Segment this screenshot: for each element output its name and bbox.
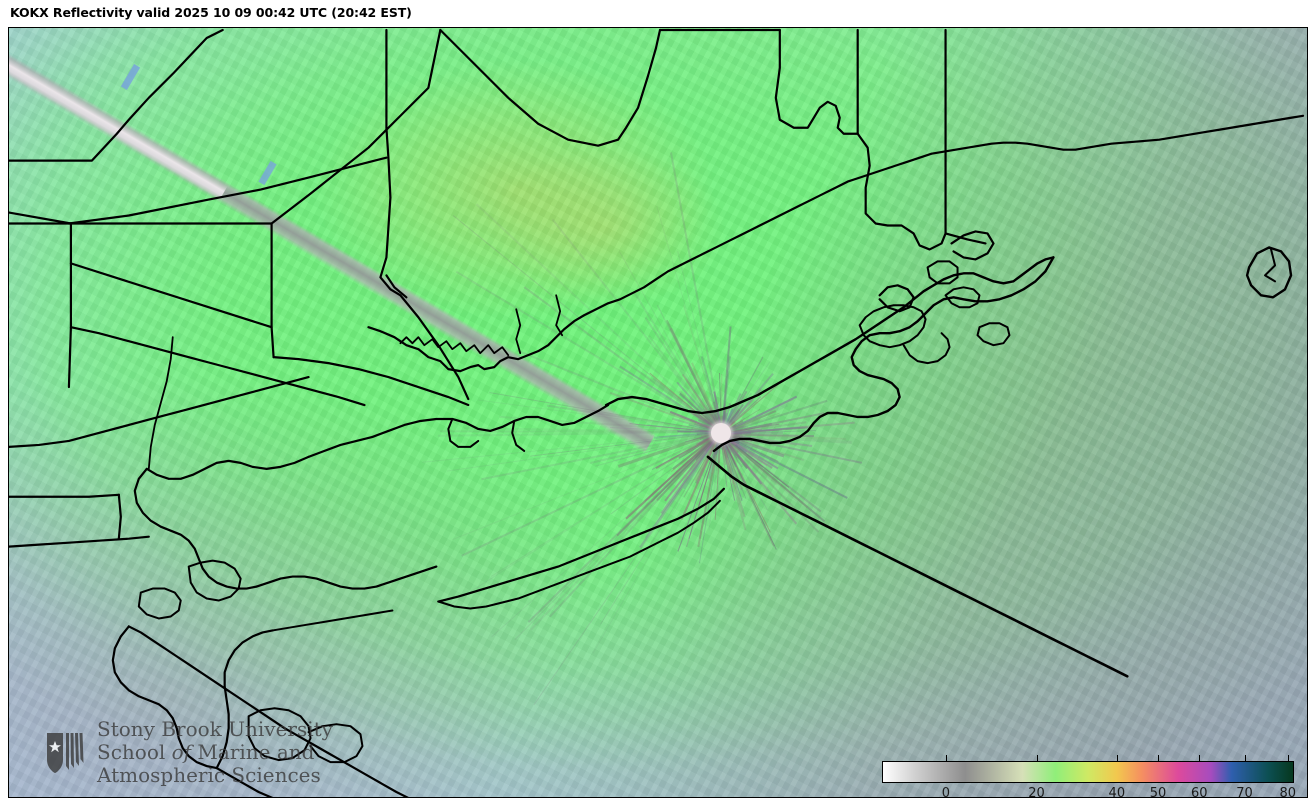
colorbar-tick-label: 80 <box>1279 786 1297 798</box>
coastline <box>137 587 182 620</box>
colorbar-tick <box>1116 755 1118 762</box>
coastline <box>858 304 927 349</box>
coastline <box>555 294 564 337</box>
coastline <box>447 417 480 448</box>
coastline <box>307 403 610 458</box>
coastline <box>950 230 995 261</box>
coastline <box>367 114 1305 373</box>
radar-map-canvas: Stony Brook University School of Marine … <box>9 28 1307 797</box>
border-line <box>9 222 73 389</box>
coastline <box>706 455 1129 678</box>
border-line <box>270 28 442 225</box>
border-line <box>9 211 73 225</box>
border-line <box>379 156 470 401</box>
coastline <box>1245 246 1293 299</box>
radar-site-marker[interactable] <box>711 423 731 443</box>
watermark-line-2-b: Marine and <box>191 740 315 764</box>
colorbar-tick <box>1158 755 1160 762</box>
coastline <box>133 467 258 590</box>
radar-map-frame[interactable]: Stony Brook University School of Marine … <box>8 27 1308 798</box>
border-line <box>944 232 987 245</box>
coastline <box>511 419 526 452</box>
border-line <box>117 493 122 540</box>
map-vector-overlay <box>9 28 1307 797</box>
coastline <box>902 332 951 365</box>
border-line <box>385 28 390 159</box>
border-line <box>9 535 150 548</box>
coastline <box>399 336 510 357</box>
colorbar-tick <box>1036 755 1038 762</box>
watermark-line-2: School of Marine and <box>97 741 333 764</box>
coastline <box>712 256 1055 453</box>
coastline <box>926 260 959 285</box>
colorbar-tick <box>1199 755 1201 762</box>
watermark-line-2-a: School <box>97 740 172 764</box>
watermark-line-1: Stony Brook University <box>97 717 333 741</box>
colorbar-tick-label: 40 <box>1108 786 1126 798</box>
border-line <box>272 356 470 407</box>
coastline <box>437 499 721 610</box>
shield-logo-icon <box>47 732 84 773</box>
coastline <box>215 629 274 770</box>
colorbar-tick-label: 60 <box>1190 786 1208 798</box>
border-line <box>270 222 275 359</box>
border-line <box>9 375 310 449</box>
colorbar-tick <box>1287 755 1289 762</box>
page-title: KOKX Reflectivity valid 2025 10 09 00:42… <box>10 5 412 20</box>
coastline <box>147 336 174 470</box>
border-line <box>774 28 859 135</box>
coastline <box>944 286 981 309</box>
colorbar-tick-label: 20 <box>1028 786 1045 798</box>
coastline <box>1264 248 1277 283</box>
coastline <box>127 625 286 730</box>
border-line <box>856 28 947 251</box>
coastline <box>271 609 394 632</box>
border-line <box>9 28 224 162</box>
coastline <box>515 308 522 355</box>
watermark-line-2-italic: of <box>171 740 192 764</box>
colorbar-tick-label: 50 <box>1149 786 1167 798</box>
coastline <box>145 455 310 480</box>
stony-brook-watermark: Stony Brook University School of Marine … <box>45 718 333 787</box>
border-line <box>67 156 388 225</box>
border-line <box>385 274 408 299</box>
colorbar-tick <box>945 755 947 762</box>
watermark-text: Stony Brook University School of Marine … <box>97 718 333 787</box>
colorbar-tick-label: 0 <box>941 786 950 798</box>
coastline <box>878 284 915 313</box>
border-line <box>69 326 366 407</box>
coastline <box>255 565 438 590</box>
watermark-line-3: Atmospheric Sciences <box>97 763 321 787</box>
coastline <box>247 707 312 762</box>
colorbar-tick-label: 70 <box>1236 786 1253 798</box>
coastline-county-svg <box>9 28 1305 797</box>
coastline <box>307 723 364 764</box>
coastline <box>604 256 1055 415</box>
coastline <box>976 322 1011 347</box>
border-line <box>9 493 120 498</box>
colorbar-tick <box>1244 755 1246 762</box>
colorbar-gradient <box>882 761 1294 783</box>
border-line <box>69 262 273 329</box>
coastline <box>437 487 725 603</box>
reflectivity-colorbar[interactable]: 0 20 40 50 60 70 80 <box>874 755 1304 798</box>
border-line <box>439 28 662 147</box>
coastline <box>283 727 409 797</box>
coastline <box>215 766 274 797</box>
coastline <box>111 625 218 770</box>
coastline <box>187 559 242 602</box>
